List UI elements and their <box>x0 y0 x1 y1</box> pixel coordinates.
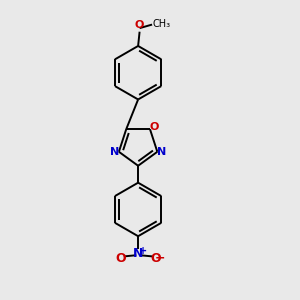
Text: N: N <box>158 147 167 157</box>
Text: −: − <box>155 251 165 264</box>
Text: O: O <box>115 252 126 265</box>
Text: N: N <box>110 147 119 157</box>
Text: O: O <box>135 20 144 30</box>
Text: O: O <box>150 252 161 265</box>
Text: CH₃: CH₃ <box>153 19 171 29</box>
Text: O: O <box>149 122 159 132</box>
Text: N: N <box>133 247 143 260</box>
Text: +: + <box>140 246 148 256</box>
